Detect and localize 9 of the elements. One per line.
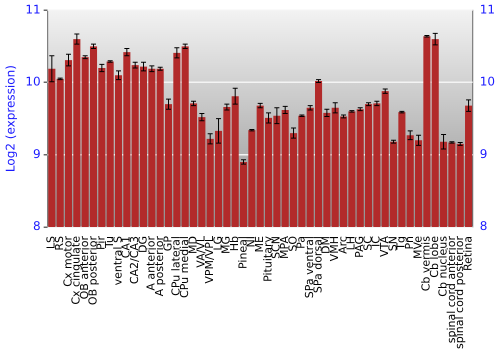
y-tick-label: 11 — [25, 2, 41, 16]
y2-tick-label: 10 — [480, 74, 496, 89]
y-axis-title: Log2 (expression) — [3, 65, 18, 172]
y-tick-label: 8 — [33, 219, 41, 234]
y-tick-label: 9 — [33, 146, 41, 161]
y2-tick-label: 9 — [480, 146, 488, 161]
y2-tick-label: 8 — [480, 219, 488, 234]
y-tick-label: 10 — [25, 74, 41, 89]
y2-tick-label: 11 — [480, 2, 496, 16]
